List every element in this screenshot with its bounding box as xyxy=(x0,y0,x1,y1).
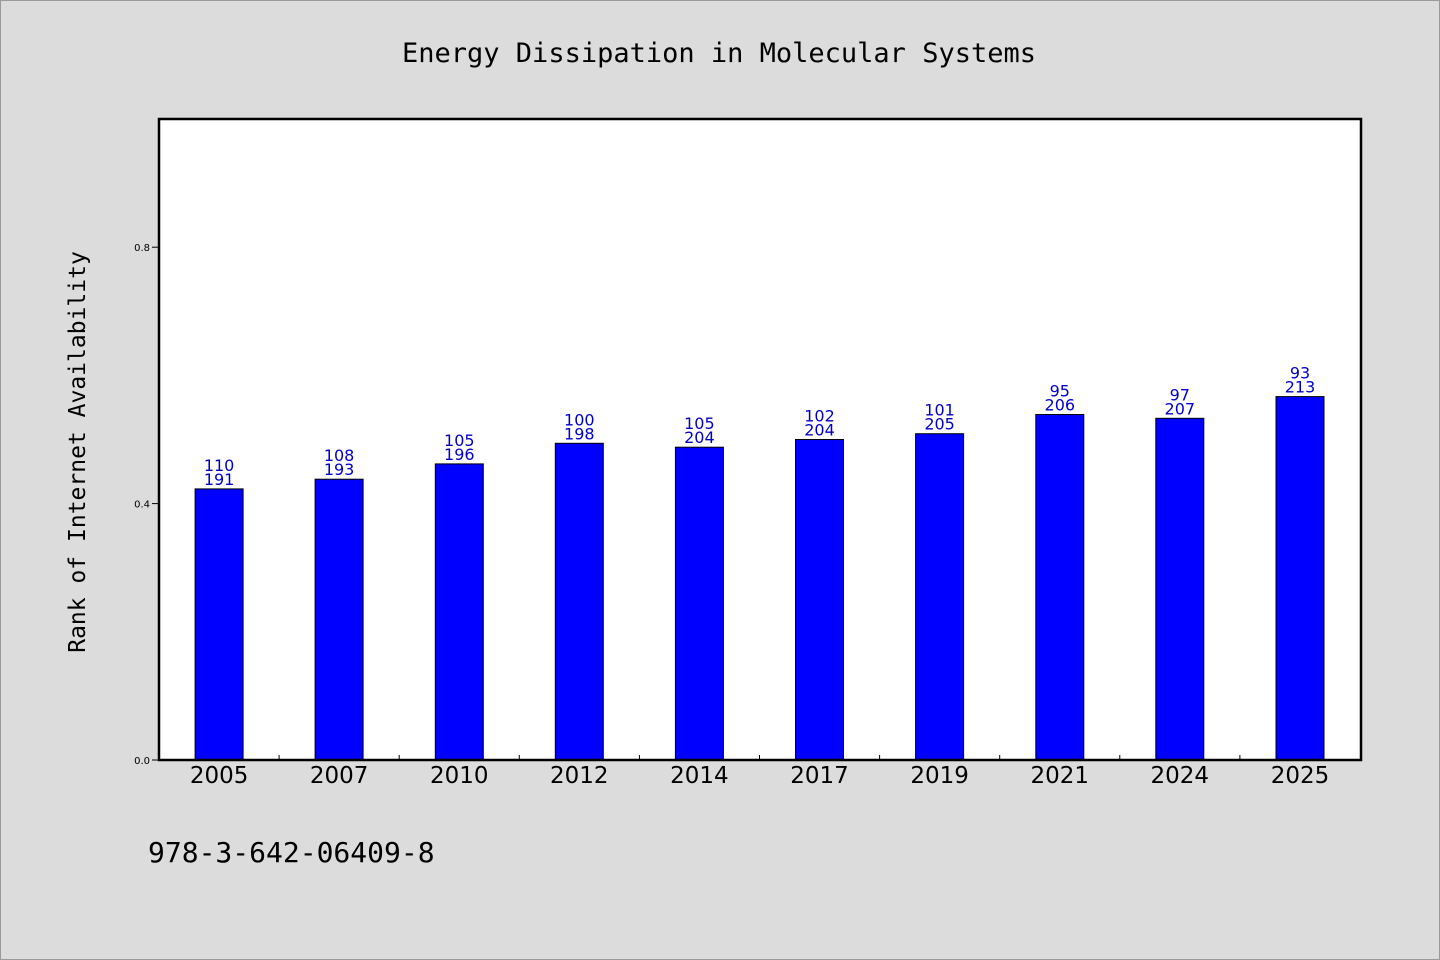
chart-title: Energy Dissipation in Molecular Systems xyxy=(402,38,1036,69)
data-label-bottom-2007: 193 xyxy=(324,460,355,479)
data-label-bottom-2021: 206 xyxy=(1045,396,1076,415)
y-axis-label: Rank of Internet Availability xyxy=(65,251,91,653)
bar-2014 xyxy=(674,446,724,761)
footnote-isbn: 978-3-642-06409-8 xyxy=(148,836,435,869)
x-tick-label-2010: 2010 xyxy=(430,763,489,789)
x-tick-label-2017: 2017 xyxy=(790,763,849,789)
y-tick-label-0.4: 0.4 xyxy=(134,500,150,511)
bar-2025 xyxy=(1275,396,1325,761)
x-tick-label-2005: 2005 xyxy=(190,763,249,789)
data-label-top-2010: 105 xyxy=(444,431,475,450)
data-label-bottom-2012: 198 xyxy=(564,424,595,443)
ticks-layer: 2005 2007 2010 2012 2014 2017 2019 2021 2024 2025… xyxy=(134,243,1329,789)
y-tick-label-0.0: 0.0 xyxy=(134,756,150,767)
data-label-bottom-2014: 204 xyxy=(684,428,715,447)
data-label-bottom-2010: 196 xyxy=(444,445,475,464)
data-label-top-2019: 101 xyxy=(924,401,955,420)
data-label-bottom-2019: 205 xyxy=(924,415,955,434)
bar-2010 xyxy=(434,463,484,761)
data-label-bottom-2024: 207 xyxy=(1165,399,1196,418)
data-label-top-2017: 102 xyxy=(804,407,835,426)
data-label-top-2012: 100 xyxy=(564,410,595,429)
plot-border xyxy=(157,117,1363,762)
bar-2024 xyxy=(1155,417,1205,761)
x-tick-label-2025: 2025 xyxy=(1271,763,1330,789)
data-label-top-2014: 105 xyxy=(684,414,715,433)
bar-2017 xyxy=(795,439,844,761)
x-tick-label-2012: 2012 xyxy=(550,763,609,789)
x-tick-label-2019: 2019 xyxy=(910,763,969,789)
data-label-bottom-2017: 204 xyxy=(804,421,835,440)
bar-2019 xyxy=(915,433,965,761)
x-tick-label-2024: 2024 xyxy=(1151,763,1210,789)
data-label-top-2025: 93 xyxy=(1290,364,1310,383)
x-tick-label-2007: 2007 xyxy=(310,763,369,789)
x-tick-label-2021: 2021 xyxy=(1031,763,1090,789)
bars-layer: 1101911081931051961001981052041022041012… xyxy=(194,364,1325,761)
bar-2021 xyxy=(1035,414,1085,761)
data-label-bottom-2025: 213 xyxy=(1285,378,1316,397)
bar-2007 xyxy=(314,478,364,761)
bar-2005 xyxy=(194,488,244,761)
data-label-top-2024: 97 xyxy=(1170,385,1190,404)
bar-2012 xyxy=(554,442,604,761)
data-label-bottom-2005: 191 xyxy=(204,470,235,489)
data-label-top-2007: 108 xyxy=(324,446,355,465)
x-tick-label-2014: 2014 xyxy=(670,763,729,789)
data-label-top-2005: 110 xyxy=(204,456,235,475)
data-label-top-2021: 95 xyxy=(1050,382,1070,401)
y-tick-label-0.8: 0.8 xyxy=(134,243,150,254)
